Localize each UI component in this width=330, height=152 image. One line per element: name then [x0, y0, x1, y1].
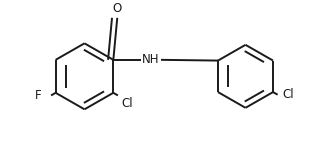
Text: NH: NH: [142, 53, 160, 66]
Text: O: O: [113, 2, 122, 15]
Text: Cl: Cl: [121, 97, 133, 110]
Text: Cl: Cl: [282, 88, 294, 101]
Text: F: F: [35, 89, 41, 102]
